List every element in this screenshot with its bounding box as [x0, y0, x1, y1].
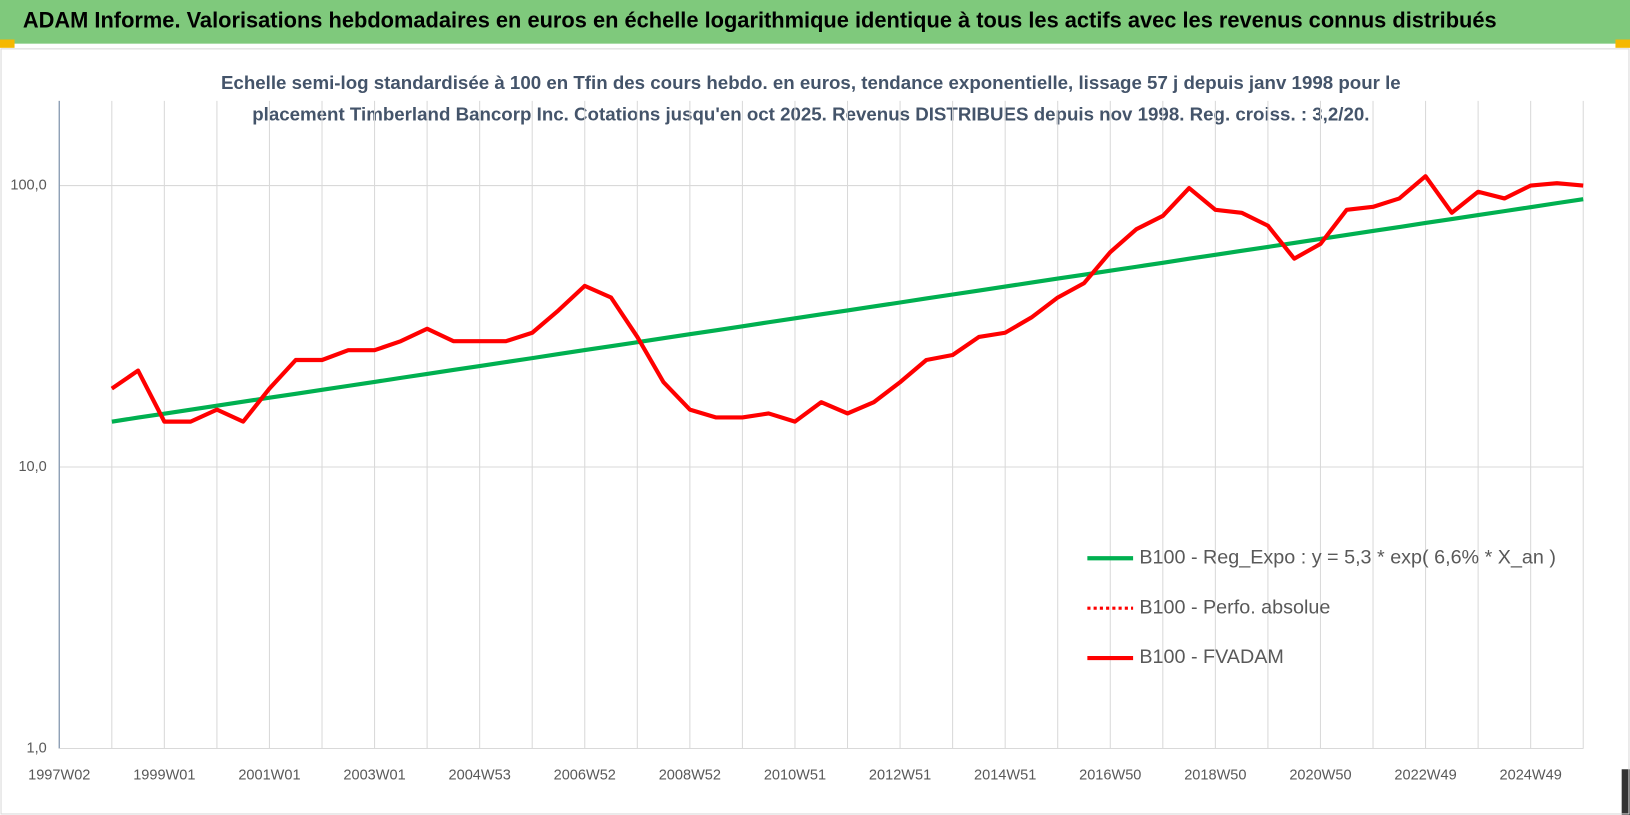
legend-label: B100 - Perfo. absolue [1139, 596, 1330, 618]
y-tick-label: 1,0 [27, 740, 47, 756]
x-tick-label: 2012W51 [869, 767, 931, 783]
x-tick-label: 1997W02 [28, 767, 90, 783]
y-tick-label: 100,0 [10, 177, 46, 193]
x-tick-label: 2022W49 [1394, 767, 1456, 783]
x-tick-label: 2024W49 [1500, 767, 1562, 783]
legend-label: B100 - FVADAM [1139, 646, 1284, 668]
chart-frame [0, 48, 1630, 815]
chart-title: ADAM Informe. Valorisations hebdomadaire… [23, 8, 1497, 33]
x-tick-label: 2006W52 [554, 767, 616, 783]
chart-subtitle: placement Timberland Bancorp Inc. Cotati… [252, 103, 1369, 124]
x-tick-label: 2018W50 [1184, 767, 1246, 783]
x-tick-label: 2010W51 [764, 767, 826, 783]
x-tick-label: 2008W52 [659, 767, 721, 783]
x-tick-label: 2001W01 [238, 767, 300, 783]
series-line [111, 197, 1584, 424]
corner-mark [0, 39, 15, 48]
corner-mark [1615, 39, 1630, 48]
x-tick-label: 2014W51 [974, 767, 1036, 783]
x-tick-label: 2016W50 [1079, 767, 1141, 783]
x-tick-label: 2020W50 [1289, 767, 1351, 783]
corner-mark [1621, 769, 1630, 815]
series-line [110, 174, 1584, 424]
x-tick-label: 2003W01 [343, 767, 405, 783]
y-tick-label: 10,0 [18, 459, 46, 475]
legend-label: B100 - Reg_Expo : y = 5,3 * exp( 6,6% * … [1139, 546, 1556, 568]
title-bar [0, 0, 1630, 44]
chart-subtitle: Echelle semi-log standardisée à 100 en T… [221, 72, 1401, 93]
x-tick-label: 2004W53 [449, 767, 511, 783]
x-tick-label: 1999W01 [133, 767, 195, 783]
